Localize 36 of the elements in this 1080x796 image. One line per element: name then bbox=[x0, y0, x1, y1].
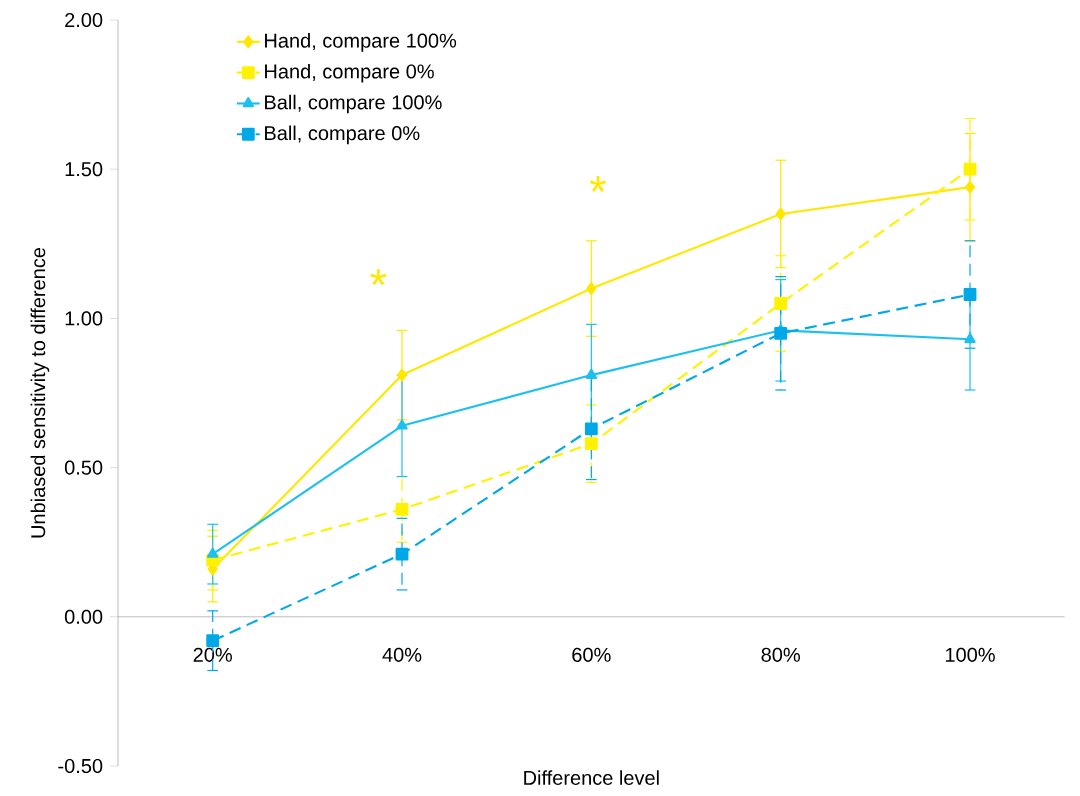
x-tick-label: 40% bbox=[382, 647, 422, 662]
legend-label: Ball, compare 0% bbox=[265, 125, 420, 145]
y-axis-title: Unbiased sensitivity to difference bbox=[30, 247, 50, 538]
x-axis-title: Difference level bbox=[524, 770, 659, 785]
point bbox=[395, 547, 409, 561]
y-tick-label: 0.00 bbox=[64, 609, 103, 624]
legend-label: Hand, compare 0% bbox=[265, 63, 434, 83]
point bbox=[585, 368, 598, 379]
legend-label: Hand, compare 100% bbox=[265, 33, 457, 52]
point bbox=[396, 419, 408, 430]
point bbox=[964, 180, 976, 194]
point bbox=[775, 207, 786, 221]
point bbox=[206, 547, 219, 558]
x-tick-label: 100% bbox=[945, 647, 995, 662]
point bbox=[395, 502, 409, 516]
y-tick-label: -0.50 bbox=[58, 758, 103, 774]
point bbox=[584, 422, 598, 436]
y-tick-label: 2.00 bbox=[65, 12, 103, 28]
point bbox=[584, 437, 598, 451]
y-tick-label: 1.50 bbox=[65, 162, 103, 177]
annotation: * bbox=[370, 269, 387, 286]
x-tick-label: 60% bbox=[572, 647, 611, 662]
x-tick-label: 80% bbox=[761, 647, 800, 662]
point bbox=[586, 282, 597, 295]
point bbox=[206, 634, 220, 648]
y-tick-label: 1.00 bbox=[65, 311, 103, 326]
y-tick-label: 0.50 bbox=[64, 460, 103, 475]
annotation: * bbox=[589, 175, 607, 192]
point bbox=[774, 326, 788, 340]
point bbox=[964, 332, 976, 344]
x-tick-label: 20% bbox=[193, 647, 232, 662]
point bbox=[774, 297, 788, 310]
point bbox=[396, 368, 408, 382]
point bbox=[963, 162, 977, 176]
point bbox=[963, 288, 977, 301]
legend-label: Ball, compare 100% bbox=[265, 94, 442, 114]
